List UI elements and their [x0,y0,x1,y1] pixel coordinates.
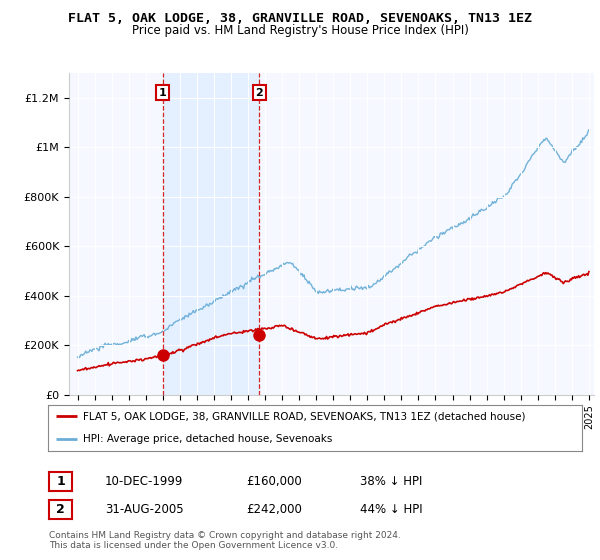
Text: £160,000: £160,000 [246,475,302,488]
Text: 44% ↓ HPI: 44% ↓ HPI [360,503,422,516]
Text: FLAT 5, OAK LODGE, 38, GRANVILLE ROAD, SEVENOAKS, TN13 1EZ: FLAT 5, OAK LODGE, 38, GRANVILLE ROAD, S… [68,12,532,25]
Text: 31-AUG-2005: 31-AUG-2005 [105,503,184,516]
Text: 1: 1 [56,475,65,488]
Text: £242,000: £242,000 [246,503,302,516]
Text: 1: 1 [159,87,167,97]
Text: 38% ↓ HPI: 38% ↓ HPI [360,475,422,488]
Text: HPI: Average price, detached house, Sevenoaks: HPI: Average price, detached house, Seve… [83,435,332,444]
Text: 10-DEC-1999: 10-DEC-1999 [105,475,184,488]
Text: Contains HM Land Registry data © Crown copyright and database right 2024.
This d: Contains HM Land Registry data © Crown c… [49,531,401,550]
Bar [163,73,259,395]
Text: 2: 2 [256,87,263,97]
Text: FLAT 5, OAK LODGE, 38, GRANVILLE ROAD, SEVENOAKS, TN13 1EZ (detached house): FLAT 5, OAK LODGE, 38, GRANVILLE ROAD, S… [83,412,525,421]
Text: Price paid vs. HM Land Registry's House Price Index (HPI): Price paid vs. HM Land Registry's House … [131,24,469,36]
Text: 2: 2 [56,503,65,516]
